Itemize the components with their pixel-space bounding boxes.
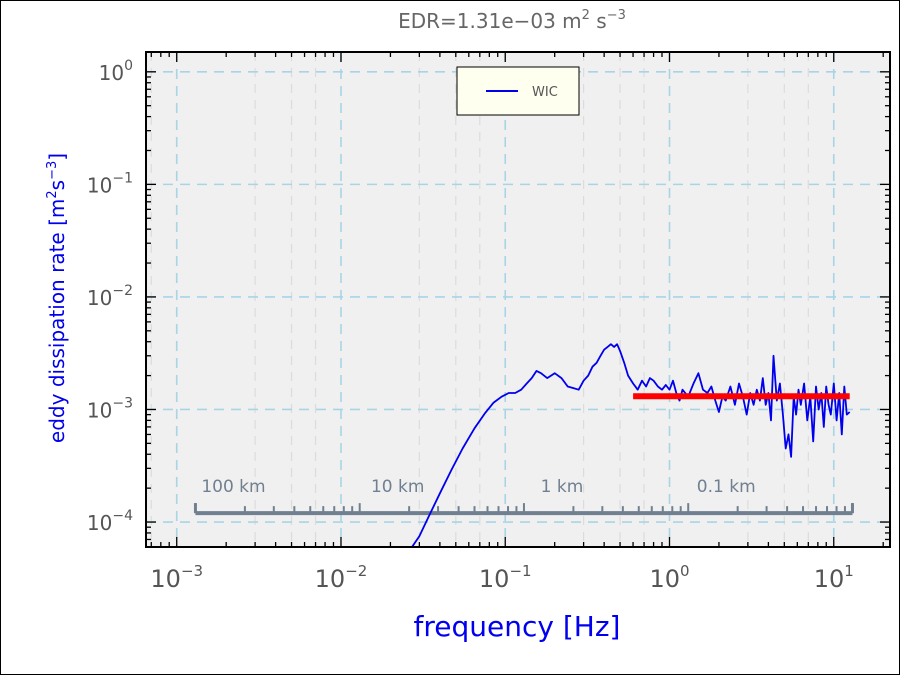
y-tick-label: 10−2	[87, 283, 133, 310]
y-axis-label: eddy dissipation rate [m2s−3]	[45, 153, 69, 443]
distance-scale-label: 0.1 km	[697, 477, 756, 497]
x-axis-label: frequency [Hz]	[414, 610, 621, 643]
plot-area	[146, 52, 890, 547]
chart-title: EDR=1.31e−03 m2 s−3	[398, 8, 626, 33]
x-tick-label: 10−3	[150, 562, 203, 593]
x-tick-label: 100	[649, 562, 689, 593]
title-sup-2: −3	[607, 8, 626, 23]
x-tick-label: 10−1	[479, 562, 532, 593]
y-tick-label: 10−1	[87, 170, 133, 197]
legend-label-wic: WIC	[532, 85, 558, 100]
title-mid: s	[590, 9, 607, 33]
distance-scale-label: 10 km	[371, 477, 424, 497]
x-tick-label: 101	[814, 562, 854, 593]
plot-border	[145, 51, 891, 548]
legend: WIC	[456, 66, 580, 116]
distance-scale-label: 1 km	[541, 477, 584, 497]
y-tick-label: 10−4	[87, 508, 133, 535]
ylabel-end: ]	[45, 153, 69, 161]
title-sup-1: 2	[582, 8, 590, 23]
ylabel-main: eddy dissipation rate [m	[45, 199, 69, 443]
ylabel-sup-1: 2	[45, 190, 60, 198]
series-layer	[410, 343, 851, 547]
y-tick-label: 100	[99, 58, 133, 85]
distance-scale-label: 100 km	[201, 477, 265, 497]
ylabel-sup-2: −3	[45, 161, 60, 180]
grid	[146, 52, 890, 547]
axes: 10−3 10−2 10−1 100 101 10−4 10−3 10−2 10−1 100	[87, 52, 890, 593]
distance-scale: 100 km 10 km 1 km 0.1 km	[193, 477, 854, 516]
y-tick-label: 10−3	[87, 395, 133, 422]
ylabel-mid: s	[45, 180, 69, 190]
title-main: EDR=1.31e−03 m	[398, 9, 582, 33]
x-tick-label: 10−2	[315, 562, 368, 593]
series-wic-line	[410, 343, 851, 547]
